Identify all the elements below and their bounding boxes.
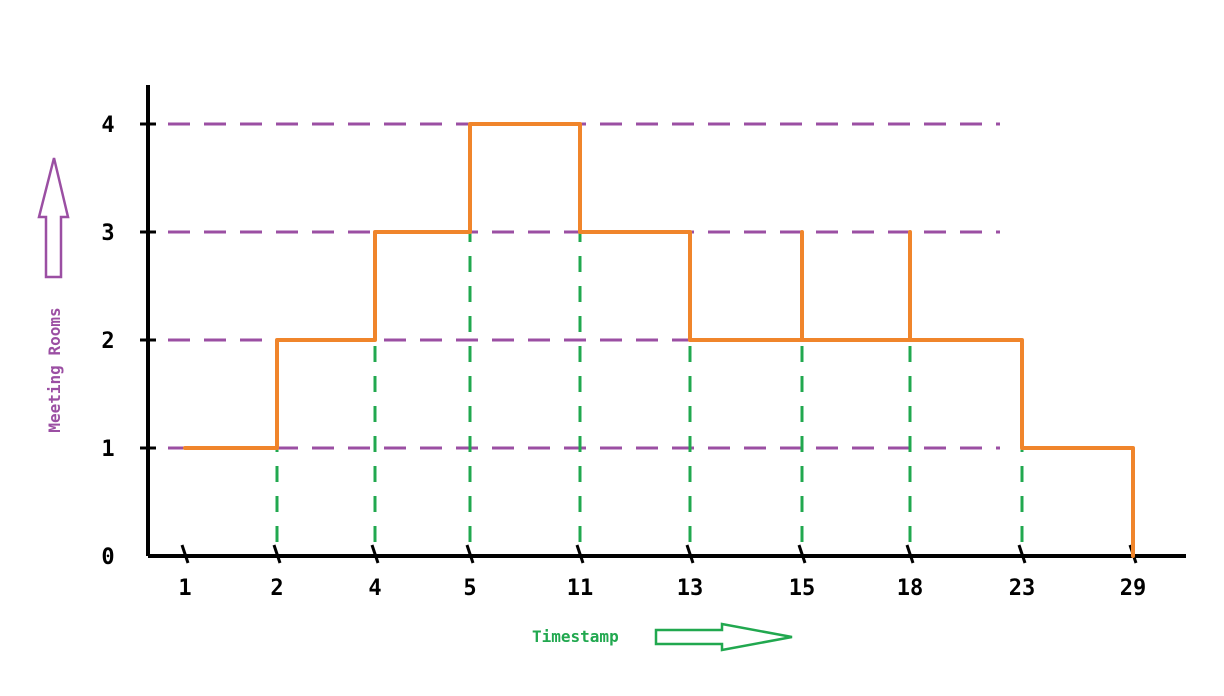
x-tick-label: 2	[270, 576, 283, 601]
y-tick-label: 0	[101, 545, 114, 570]
x-tick-4	[370, 544, 380, 564]
x-tick-15	[797, 544, 807, 564]
y-tick-label: 3	[101, 221, 114, 246]
x-tick-label: 23	[1009, 576, 1036, 601]
x-tick-label: 13	[677, 576, 704, 601]
y-axis-title: Meeting Rooms	[45, 307, 64, 432]
x-tick-label: 5	[463, 576, 476, 601]
horizontal-gridlines	[168, 122, 1000, 450]
tick-marks	[140, 122, 1138, 564]
x-tick-23	[1017, 544, 1027, 564]
y-axis-title-group: Meeting Rooms	[37, 157, 70, 433]
x-tick-label: 1	[178, 576, 191, 601]
x-tick-13	[685, 544, 695, 564]
x-tick-2	[272, 544, 282, 564]
y-tick-label: 4	[101, 113, 114, 138]
y-tick-label: 1	[101, 437, 114, 462]
x-tick-11	[575, 544, 585, 564]
x-tick-label: 29	[1120, 576, 1147, 601]
vertical-guides	[275, 232, 1024, 542]
x-tick-label: 18	[897, 576, 924, 601]
x-tick-labels: 1 2 4 5 11 13 15 18 23 29	[178, 576, 1146, 601]
y-tick-label: 2	[101, 329, 114, 354]
x-tick-label: 15	[789, 576, 816, 601]
right-arrow-icon	[654, 622, 793, 652]
axes	[146, 85, 1186, 558]
series-line	[183, 122, 1135, 558]
x-axis-title-group: Timestamp	[532, 622, 793, 652]
y-tick-labels: 0 1 2 3 4	[101, 113, 114, 570]
x-axis-title: Timestamp	[532, 627, 619, 646]
x-tick-18	[905, 544, 915, 564]
up-arrow-icon	[37, 157, 70, 279]
x-tick-label: 4	[368, 576, 381, 601]
x-tick-5	[465, 544, 475, 564]
x-tick-label: 11	[567, 576, 594, 601]
x-tick-1	[180, 544, 190, 564]
